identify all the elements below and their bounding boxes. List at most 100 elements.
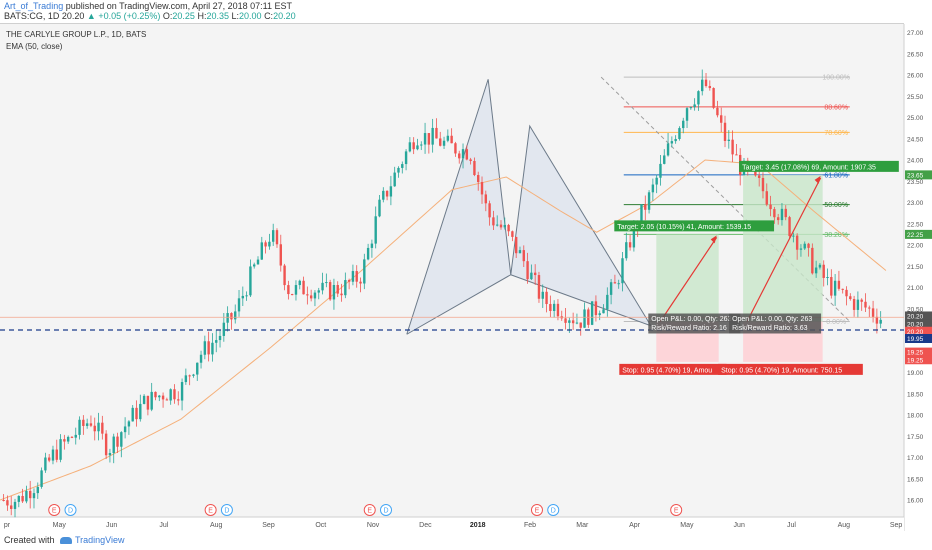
tradingview-brand[interactable]: TradingView — [60, 535, 125, 545]
candle-body — [123, 426, 127, 433]
candle-body — [879, 319, 882, 324]
candle-body — [44, 457, 47, 471]
y-tick-label: 23.00 — [907, 200, 924, 207]
candle-body — [754, 169, 757, 176]
x-tick-label: May — [53, 522, 67, 529]
x-tick-label: Nov — [367, 522, 380, 529]
candle-body — [317, 290, 320, 293]
candle-body — [621, 258, 624, 284]
event-label: E — [52, 508, 57, 515]
chart-canvas[interactable]: 27.00 26.50 26.00 25.50 25.00 24.50 24.00 23.50… — [0, 24, 932, 531]
low-value: 20.00 — [239, 11, 262, 21]
candle-body — [602, 309, 605, 314]
pnl-box — [729, 313, 822, 334]
candle-body — [442, 140, 446, 146]
candle-body — [716, 107, 719, 116]
candle-body — [207, 341, 210, 355]
chart-header: Art_of_Trading published on TradingView.… — [0, 0, 932, 22]
candle-body — [385, 190, 389, 197]
candle-body — [70, 436, 74, 438]
fib-level-label: 50.00% — [824, 202, 848, 209]
candle-body — [606, 294, 609, 310]
price-tag-label: 23.65 — [907, 172, 924, 179]
candle-body — [393, 172, 396, 187]
candle-body — [313, 292, 317, 299]
candle-body — [830, 277, 833, 296]
candle-body — [290, 294, 294, 296]
candle-body — [461, 149, 465, 159]
candle-body — [765, 191, 768, 205]
event-label: D — [224, 508, 229, 515]
candle-body — [10, 505, 13, 509]
target-label: Target: 3.45 (17.08%) 69, Amount: 1907.3… — [742, 164, 876, 171]
candle-body — [678, 128, 681, 139]
candle-body — [108, 453, 112, 456]
candle-body — [647, 192, 651, 210]
earnings-event — [48, 504, 61, 516]
candle-body — [868, 307, 871, 309]
candle-body — [552, 303, 556, 312]
candle-body — [458, 153, 461, 159]
y-tick-label: 21.50 — [907, 264, 924, 271]
candle-body — [275, 230, 279, 245]
candle-body — [82, 419, 85, 426]
candle-body — [450, 135, 453, 144]
candle-body — [609, 282, 613, 295]
candle-body — [21, 495, 24, 502]
fib-level-label: 100.00% — [822, 75, 850, 82]
open-value: 20.25 — [172, 11, 195, 21]
ema-legend[interactable]: EMA (50, close) — [6, 42, 63, 51]
candle-body — [651, 184, 655, 193]
candle-body — [727, 139, 731, 141]
high-value: 20.35 — [206, 11, 229, 21]
y-tick-label: 17.00 — [907, 455, 924, 462]
candle-body — [735, 154, 738, 156]
candle-body — [173, 389, 176, 400]
candle-body — [625, 242, 628, 259]
candle-body — [564, 318, 567, 323]
chart-pane[interactable]: 27.00 26.50 26.00 25.50 25.00 24.50 24.00 23.50… — [0, 23, 932, 531]
candle-body — [818, 264, 822, 268]
y-tick-label: 23.50 — [907, 179, 924, 186]
author-link[interactable]: Art_of_Trading — [4, 1, 64, 11]
y-tick-label: 16.50 — [907, 476, 924, 483]
candle-body — [89, 423, 93, 426]
candle-body — [230, 313, 233, 320]
candle-body — [309, 295, 313, 299]
candle-body — [811, 247, 814, 274]
candle-body — [503, 224, 506, 228]
candle-body — [617, 283, 620, 285]
candle-body — [13, 501, 17, 509]
candle-body — [154, 391, 157, 398]
pattern-xb — [406, 274, 512, 335]
candle-body — [340, 293, 343, 296]
candle-body — [465, 149, 469, 160]
candle-body — [215, 340, 218, 343]
candle-body — [720, 115, 723, 123]
candle-body — [28, 490, 32, 499]
candle-body — [663, 155, 666, 164]
candle-body — [826, 277, 829, 279]
dividend-event — [64, 504, 77, 516]
candle-body — [594, 301, 598, 316]
candle-body — [773, 209, 776, 218]
earnings-event — [204, 504, 217, 516]
rr-label: Risk/Reward Ratio: 3.63 — [732, 325, 808, 332]
candle-body — [306, 294, 309, 296]
target-label-box — [614, 220, 775, 232]
candle-body — [723, 122, 727, 141]
candle-body — [325, 282, 328, 284]
candle-body — [514, 236, 518, 254]
x-tick-label: Aug — [838, 522, 851, 529]
dividend-event — [547, 504, 560, 516]
event-label: E — [208, 508, 213, 515]
candle-body — [484, 194, 488, 204]
y-tick-label: 20.50 — [907, 306, 924, 313]
candle-body — [25, 490, 28, 502]
y-tick-label: 26.50 — [907, 51, 924, 58]
candle-body — [222, 322, 226, 336]
candle-body — [74, 434, 77, 438]
candle-body — [211, 342, 214, 355]
x-tick-label: Sep — [262, 522, 275, 529]
candle-body — [370, 243, 374, 248]
